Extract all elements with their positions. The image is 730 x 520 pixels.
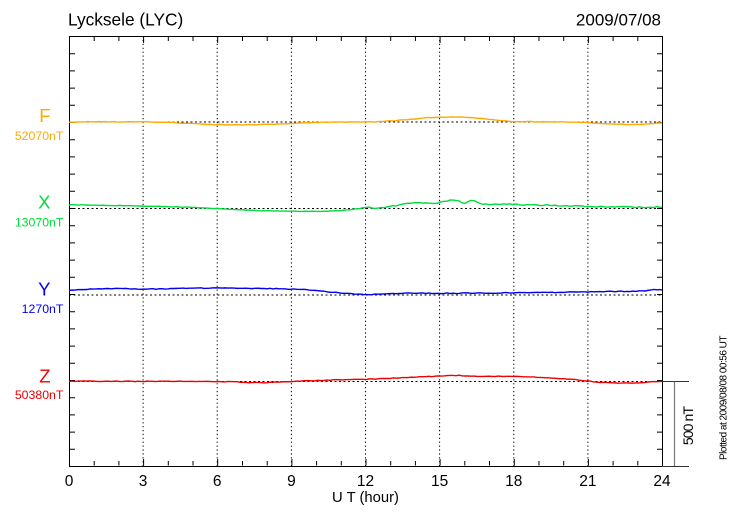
svg-text:52070nT: 52070nT [15,129,64,143]
svg-text:21: 21 [579,473,596,490]
svg-text:6: 6 [213,473,222,490]
svg-text:U T (hour): U T (hour) [332,490,399,506]
svg-text:500 nT: 500 nT [680,406,696,446]
svg-text:Y: Y [38,279,50,300]
svg-text:3: 3 [139,473,148,490]
svg-text:2009/07/08: 2009/07/08 [576,11,661,30]
svg-text:X: X [38,192,50,213]
svg-text:13070nT: 13070nT [15,215,64,229]
svg-text:15: 15 [431,473,448,490]
svg-text:12: 12 [357,473,374,490]
svg-text:18: 18 [505,473,522,490]
svg-text:50380nT: 50380nT [15,388,64,402]
svg-text:0: 0 [65,473,74,490]
svg-text:24: 24 [653,473,671,490]
svg-text:9: 9 [287,473,296,490]
svg-text:Z: Z [39,365,50,386]
svg-text:Plotted at 2009/08/08 00:56 UT: Plotted at 2009/08/08 00:56 UT [718,336,729,460]
svg-text:Lycksele (LYC): Lycksele (LYC) [68,10,183,30]
svg-text:1270nT: 1270nT [22,302,64,316]
svg-text:F: F [39,105,50,126]
